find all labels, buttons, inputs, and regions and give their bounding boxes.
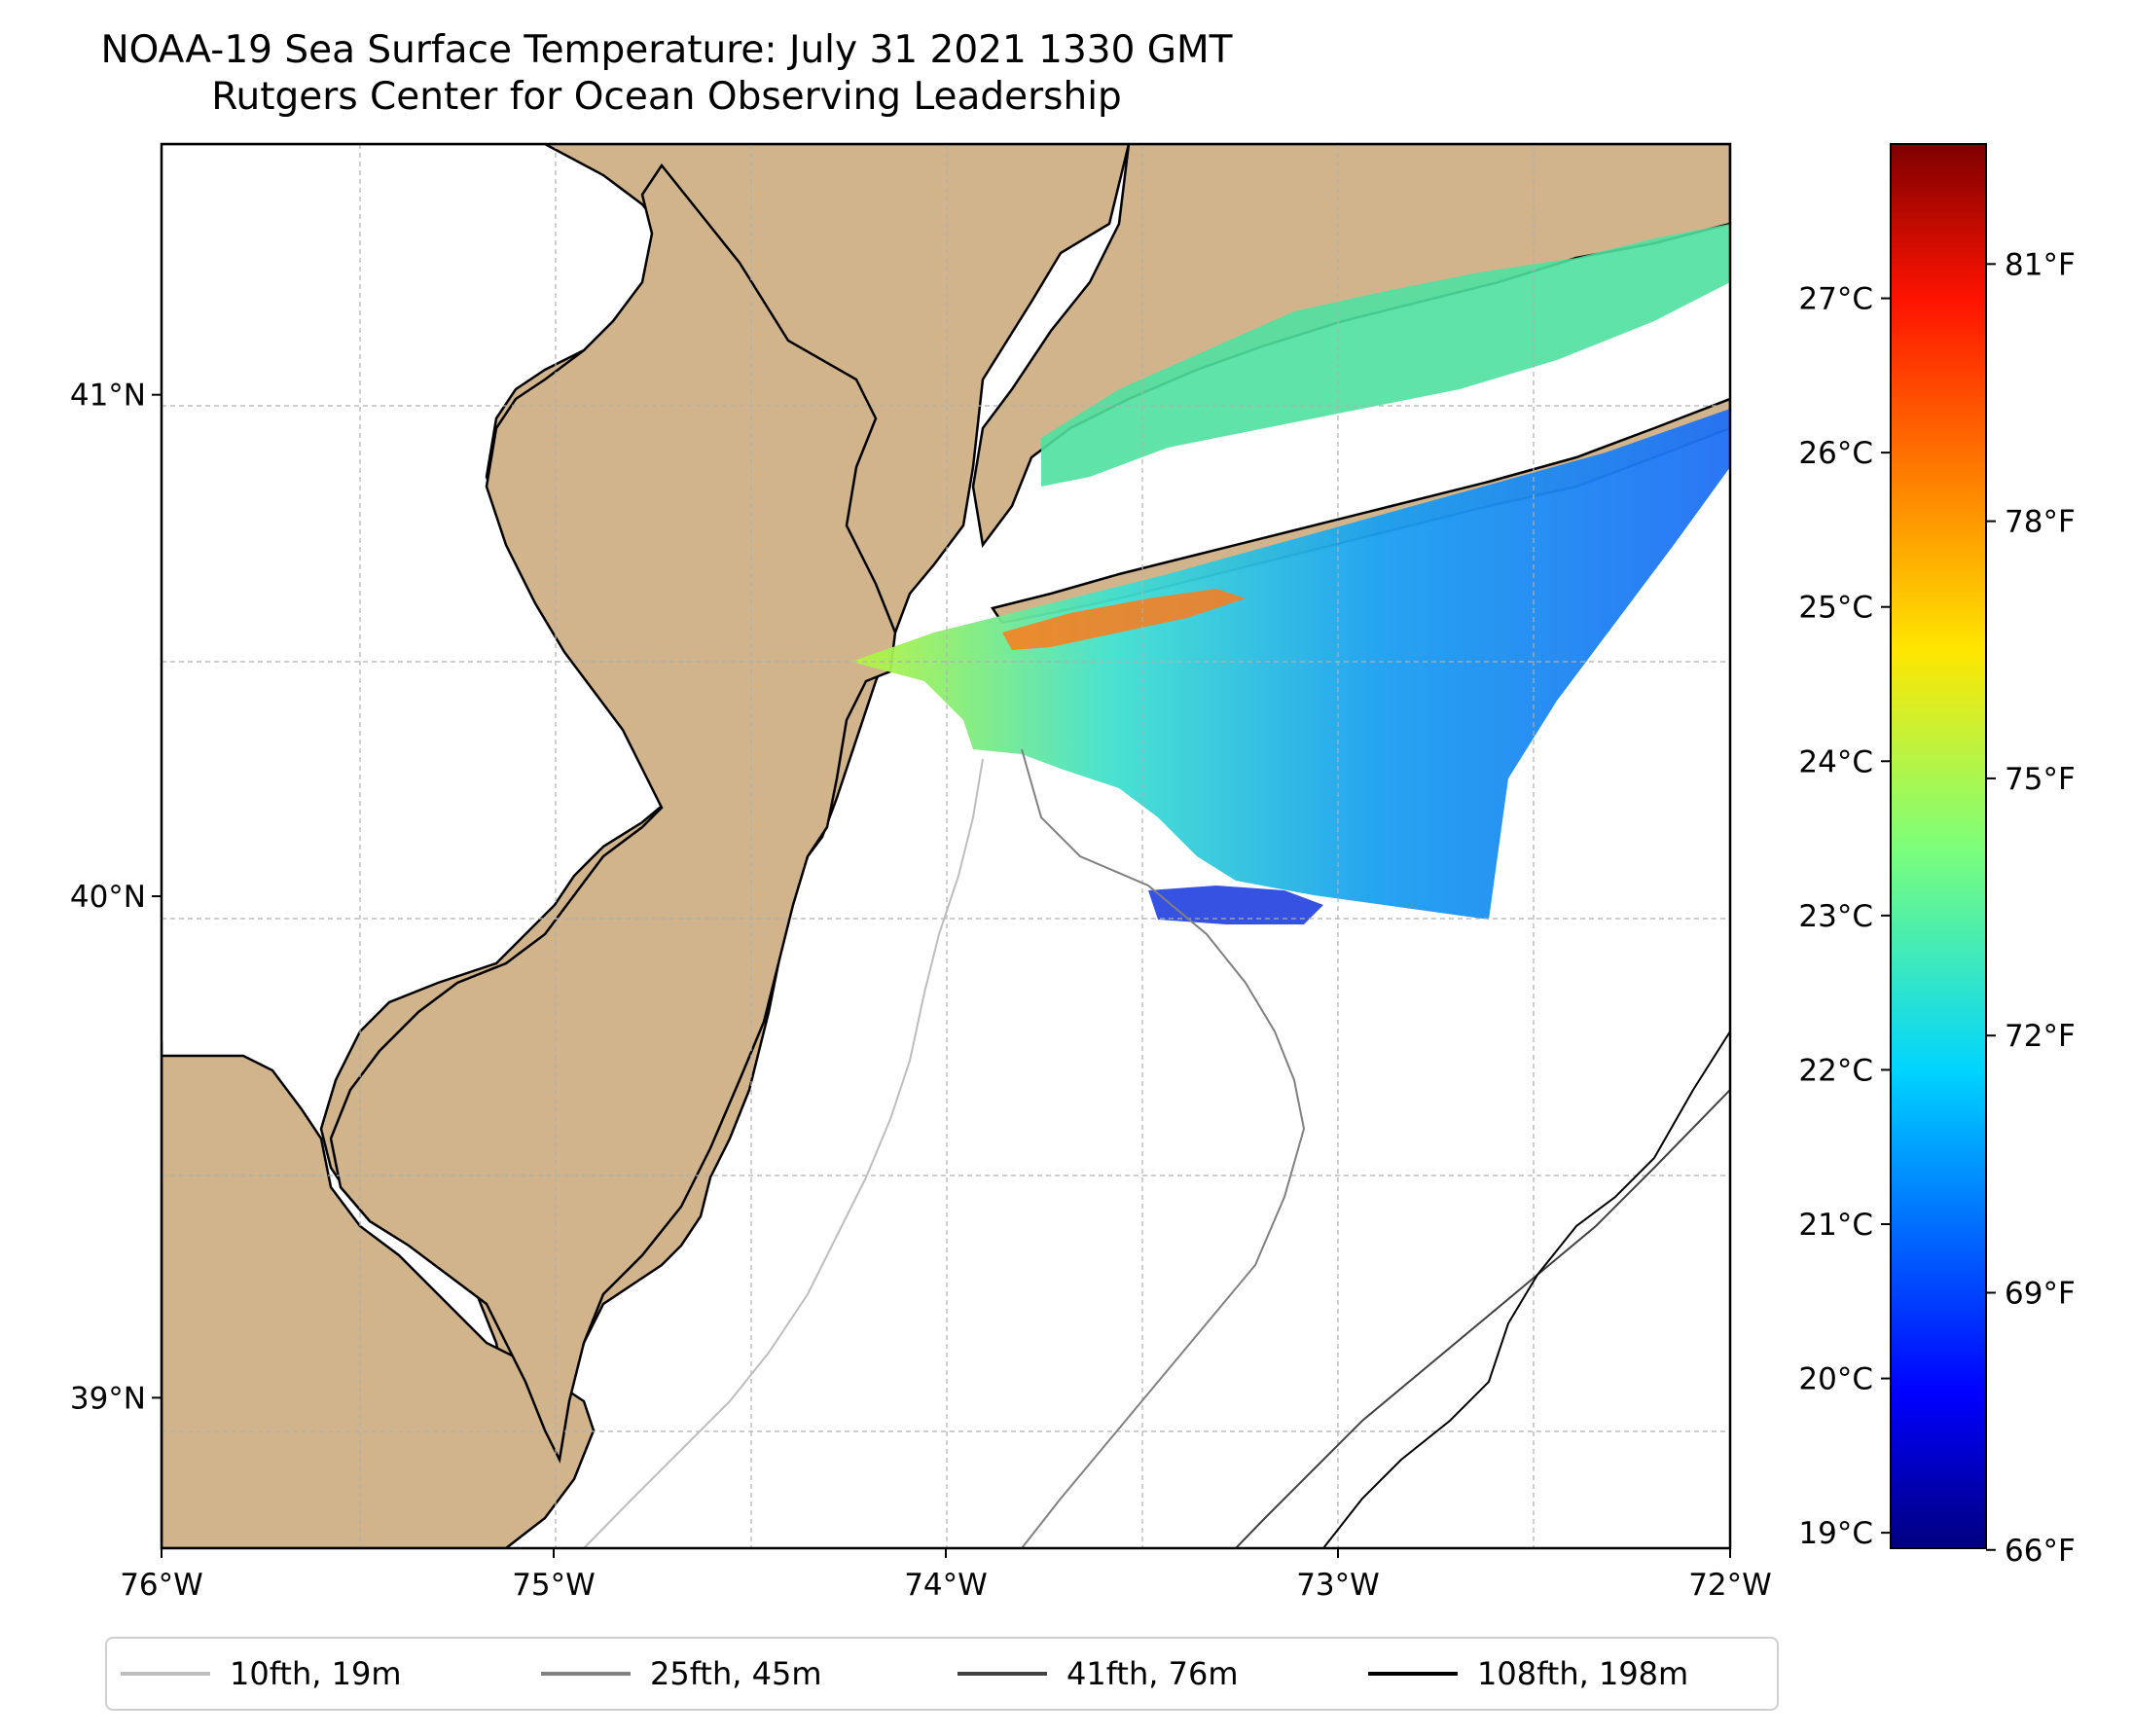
legend-item: 25fth, 45m	[541, 1639, 821, 1709]
celsius-tick-label: 27°C	[1798, 282, 1873, 317]
legend-line-swatch	[1368, 1672, 1458, 1676]
legend-item: 10fth, 19m	[121, 1639, 401, 1709]
fahrenheit-tick-label: 66°F	[2005, 1534, 2076, 1569]
lat-tick-label: 41°N	[70, 379, 146, 414]
gridlines	[162, 144, 1730, 1548]
latitude-ticks: 41°N 40°N 39°N	[70, 379, 162, 1416]
land-delaware	[162, 1041, 596, 1548]
sst-warm-band	[1002, 589, 1246, 650]
contour-10fth	[583, 758, 984, 1548]
colorbar	[1890, 143, 1987, 1549]
fahrenheit-tick-label: 78°F	[2005, 505, 2076, 540]
legend-label: 41fth, 76m	[1066, 1655, 1239, 1692]
legend-label: 25fth, 45m	[650, 1655, 822, 1692]
legend-line-swatch	[541, 1672, 631, 1676]
contour-41fth	[1235, 1089, 1730, 1548]
sst-cold-patch	[1148, 886, 1323, 924]
lon-tick-label: 73°W	[1296, 1568, 1380, 1603]
celsius-tick-label: 21°C	[1798, 1208, 1873, 1243]
fahrenheit-tick-label: 75°F	[2005, 762, 2076, 797]
lon-tick-label: 74°W	[904, 1568, 988, 1603]
lon-tick-label: 75°W	[512, 1568, 596, 1603]
land-new-jersey	[329, 163, 897, 1464]
legend-item: 108fth, 198m	[1368, 1639, 1688, 1709]
celsius-tick-label: 20°C	[1798, 1362, 1873, 1397]
colorbar-fahrenheit-ticks: 66°F 69°F 72°F 75°F 78°F 81°F	[1986, 247, 2076, 1569]
celsius-tick-label: 26°C	[1798, 436, 1873, 471]
legend-label: 108fth, 198m	[1477, 1655, 1689, 1692]
contour-108fth	[1322, 1031, 1730, 1548]
celsius-tick-label: 19°C	[1798, 1516, 1873, 1551]
chart-title: NOAA-19 Sea Surface Temperature: July 31…	[0, 27, 1333, 121]
fahrenheit-tick-label: 69°F	[2005, 1276, 2076, 1311]
sst-sound-swath	[1041, 224, 1730, 487]
sst-swath	[851, 409, 1730, 920]
celsius-tick-label: 25°C	[1798, 591, 1873, 626]
fahrenheit-tick-label: 81°F	[2005, 247, 2076, 282]
celsius-tick-label: 23°C	[1798, 899, 1873, 934]
longitude-ticks: 76°W 75°W 74°W 73°W 72°W	[120, 1548, 1772, 1603]
legend-line-swatch	[121, 1672, 210, 1676]
fahrenheit-tick-label: 72°F	[2005, 1019, 2076, 1054]
legend-label: 10fth, 19m	[230, 1655, 402, 1692]
legend-line-swatch	[958, 1672, 1047, 1676]
lon-tick-label: 72°W	[1688, 1568, 1772, 1603]
celsius-tick-label: 24°C	[1798, 744, 1873, 779]
colorbar-celsius-ticks: 19°C 20°C 21°C 22°C 23°C 24°C 25°C 26°C 27°C	[1798, 282, 1891, 1551]
lat-tick-label: 39°N	[70, 1381, 146, 1416]
contour-25fth	[1021, 748, 1306, 1548]
celsius-tick-label: 22°C	[1798, 1053, 1873, 1088]
title-line-2: Rutgers Center for Ocean Observing Leade…	[211, 75, 1122, 119]
legend-item: 41fth, 76m	[958, 1639, 1238, 1709]
lon-tick-label: 76°W	[120, 1568, 203, 1603]
lat-tick-label: 40°N	[70, 880, 146, 915]
title-line-1: NOAA-19 Sea Surface Temperature: July 31…	[100, 28, 1233, 72]
contour-legend: 10fth, 19m 25fth, 45m 41fth, 76m 108fth, 19…	[105, 1637, 1779, 1711]
